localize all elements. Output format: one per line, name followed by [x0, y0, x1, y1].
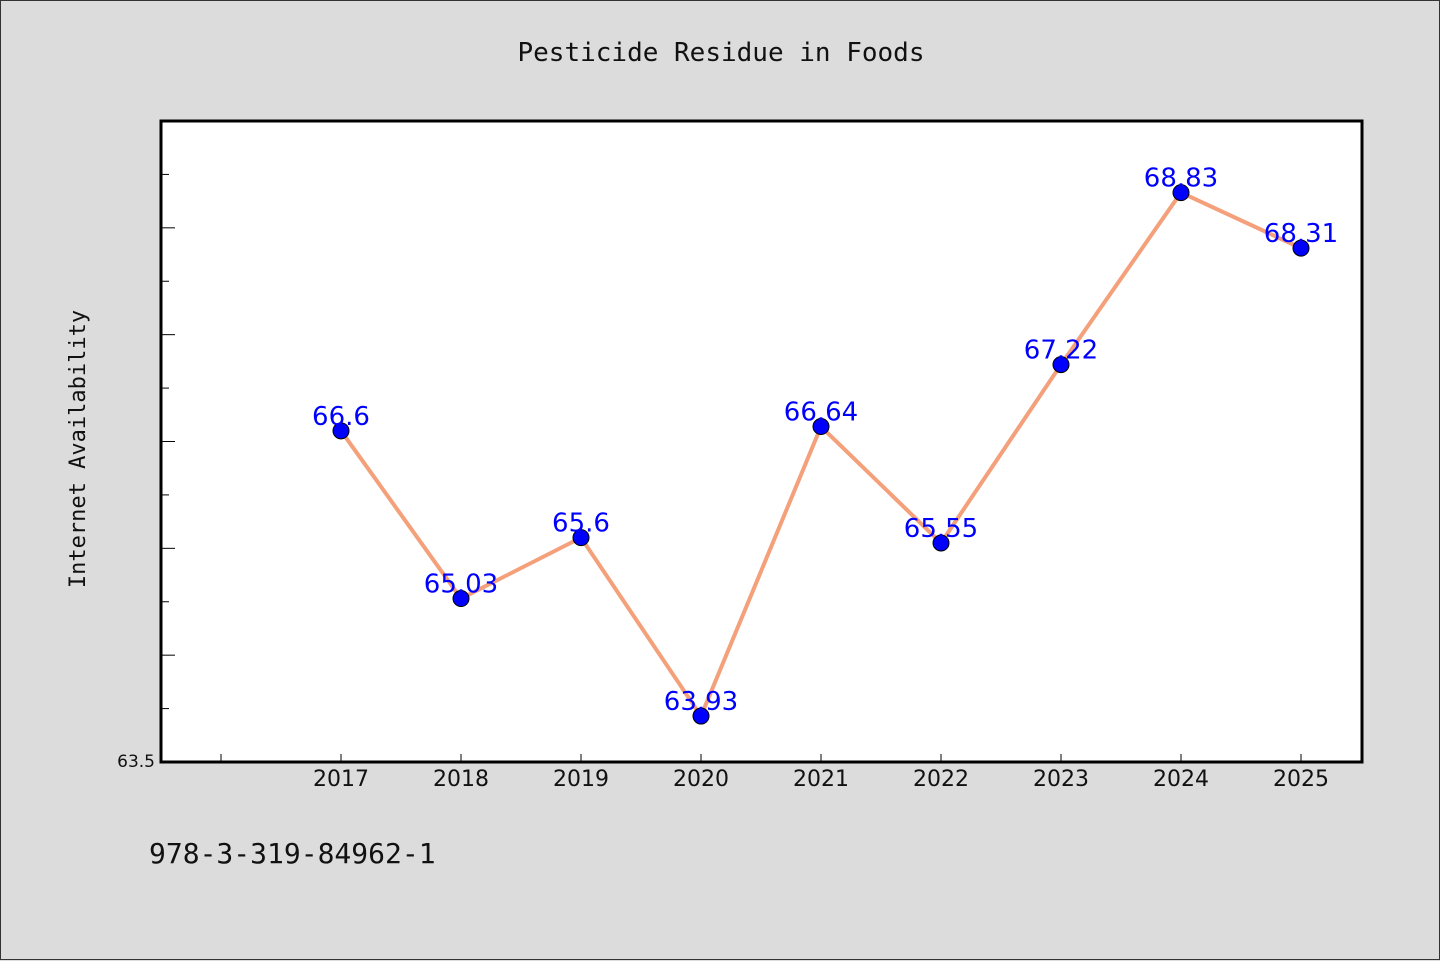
- data-labels: 66.6 65.03 65.6 63.93 66.64 65.55 67.22 68.83 68…: [312, 164, 1338, 717]
- y-axis-ticks: [161, 120, 175, 763]
- data-label: 66.64: [784, 398, 858, 428]
- x-tick-label: 2025: [1273, 767, 1329, 792]
- data-point: [692, 707, 710, 725]
- data-point: [572, 529, 590, 547]
- isbn-footer: 978-3-319-84962-1: [149, 837, 436, 870]
- data-label: 68.31: [1264, 219, 1338, 249]
- data-markers: [332, 184, 1310, 725]
- x-axis-ticks: 2017 2018 2019 2020 2021 2022 2023 2024 2025: [220, 754, 1329, 792]
- data-label: 65.6: [552, 509, 610, 539]
- x-tick-label: 2022: [913, 767, 969, 792]
- x-tick-label: 2018: [433, 767, 489, 792]
- x-tick-label: 2023: [1033, 767, 1089, 792]
- data-label: 66.6: [312, 402, 370, 432]
- data-point: [1052, 356, 1070, 374]
- data-label: 65.55: [904, 514, 978, 544]
- data-label: 63.93: [664, 687, 738, 717]
- data-point: [1172, 184, 1190, 202]
- y-axis-label: Internet Availability: [66, 310, 91, 588]
- data-point: [1292, 239, 1310, 257]
- plot-area: [159, 119, 1364, 764]
- data-label: 65.03: [424, 570, 498, 600]
- y-tick-label: 63.5: [117, 752, 155, 772]
- chart-title: Pesticide Residue in Foods: [518, 38, 925, 68]
- x-tick-label: 2021: [793, 767, 849, 792]
- x-tick-label: 2017: [313, 767, 369, 792]
- x-tick-label: 2024: [1153, 767, 1209, 792]
- x-tick-label: 2020: [673, 767, 729, 792]
- data-point: [932, 534, 950, 552]
- data-label: 67.22: [1024, 336, 1098, 366]
- data-label: 68.83: [1144, 164, 1218, 194]
- x-tick-label: 2019: [553, 767, 609, 792]
- data-point: [812, 418, 830, 436]
- data-point: [332, 422, 350, 440]
- data-point: [452, 590, 470, 608]
